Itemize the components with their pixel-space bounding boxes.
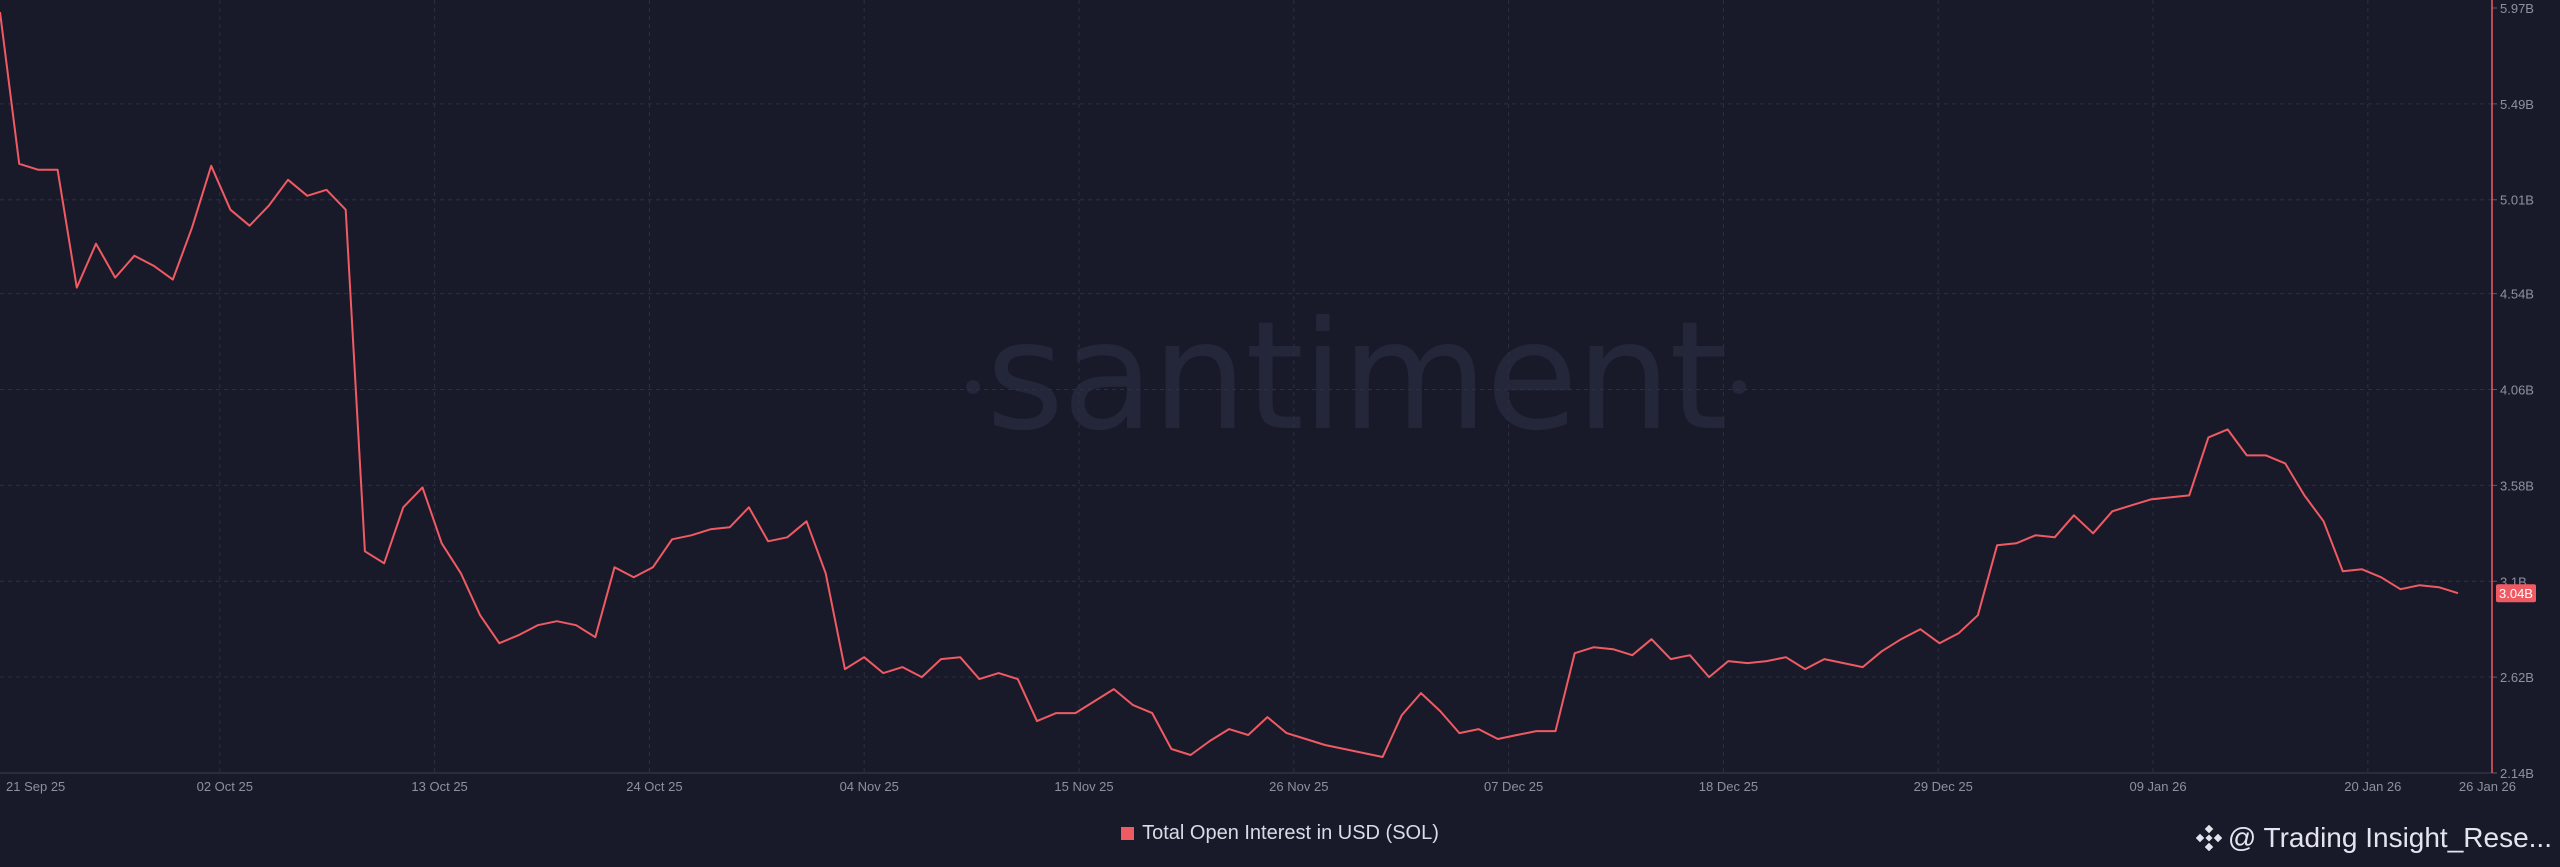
watermark-text: santiment bbox=[986, 290, 1728, 464]
x-tick-label: 07 Dec 25 bbox=[1484, 779, 1543, 794]
x-tick-label: 15 Nov 25 bbox=[1054, 779, 1113, 794]
x-tick-label: 20 Jan 26 bbox=[2344, 779, 2401, 794]
x-tick-label: 18 Dec 25 bbox=[1699, 779, 1758, 794]
x-tick-label: 21 Sep 25 bbox=[6, 779, 65, 794]
credit-text: @ Trading Insight_Rese... bbox=[2227, 822, 2552, 853]
x-tick-label: 13 Oct 25 bbox=[411, 779, 467, 794]
open-interest-chart: 5.97B5.49B5.01B4.54B4.06B3.58B3.1B2.62B2… bbox=[0, 0, 2536, 794]
legend-label: Total Open Interest in USD (SOL) bbox=[1142, 822, 1439, 844]
x-tick-label: 26 Jan 26 bbox=[2459, 779, 2516, 794]
x-tick-label: 29 Dec 25 bbox=[1914, 779, 1973, 794]
x-tick-label: 02 Oct 25 bbox=[197, 779, 253, 794]
watermark: santiment bbox=[960, 290, 1752, 464]
y-tick-label: 4.54B bbox=[2500, 287, 2534, 302]
y-tick-label: 2.14B bbox=[2500, 766, 2534, 781]
series-line-total-open-interest bbox=[0, 11, 2459, 758]
y-tick-label: 5.01B bbox=[2500, 193, 2534, 208]
x-tick-label: 09 Jan 26 bbox=[2129, 779, 2186, 794]
watermark-dot-icon bbox=[966, 379, 980, 394]
tick-labels: 5.97B5.49B5.01B4.54B4.06B3.58B3.1B2.62B2… bbox=[6, 1, 2536, 794]
watermark-dot-icon bbox=[1731, 379, 1746, 394]
x-tick-label: 26 Nov 25 bbox=[1269, 779, 1328, 794]
y-tick-label: 5.49B bbox=[2500, 97, 2534, 112]
grid-lines bbox=[0, 0, 2492, 773]
y-tick-label: 5.97B bbox=[2500, 1, 2534, 16]
y-tick-label: 4.06B bbox=[2500, 383, 2534, 398]
y-tick-label: 3.58B bbox=[2500, 478, 2534, 493]
x-tick-label: 24 Oct 25 bbox=[626, 779, 682, 794]
last-value-label: 3.04B bbox=[2499, 586, 2533, 601]
y-tick-label: 2.62B bbox=[2500, 670, 2534, 685]
last-value-badge bbox=[2496, 584, 2536, 603]
axes bbox=[0, 0, 2497, 774]
series-layer bbox=[0, 11, 2459, 758]
legend-swatch bbox=[1121, 827, 1135, 840]
credit: @ Trading Insight_Rese... bbox=[2195, 822, 2552, 854]
legend[interactable]: Total Open Interest in USD (SOL) bbox=[0, 822, 2560, 845]
x-tick-label: 04 Nov 25 bbox=[840, 779, 899, 794]
binance-diamond-icon bbox=[2195, 825, 2222, 851]
